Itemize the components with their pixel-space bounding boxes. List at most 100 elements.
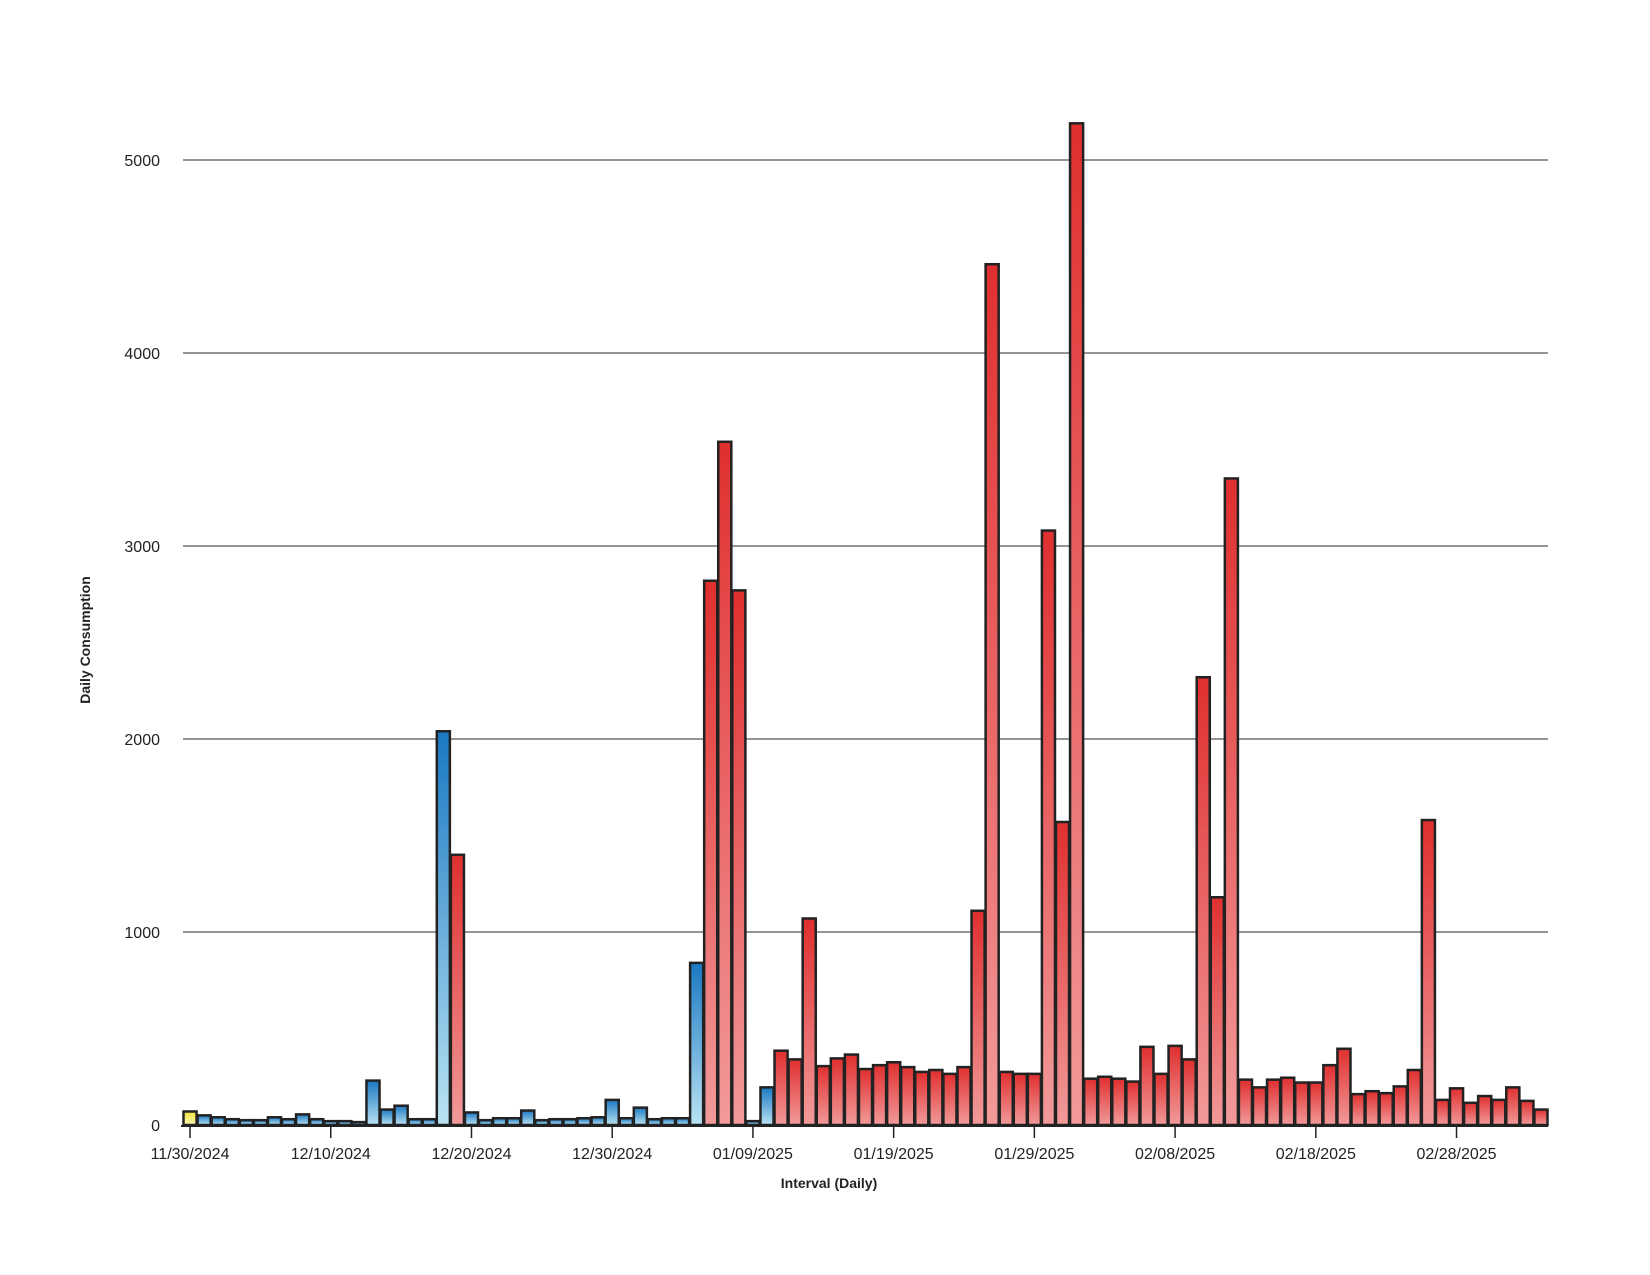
x-tick-label: 12/10/2024 [291,1146,371,1163]
bar-02-08-2025 [1167,1044,1183,1127]
y-tick-label: 4000 [124,346,160,363]
bar-01-27-2025 [998,1070,1015,1127]
x-tick-label: 01/19/2025 [854,1146,934,1163]
bar-03-04-2025 [1505,1086,1521,1127]
y-tick-label: 2000 [124,732,160,749]
y-tick-label: 0 [151,1118,160,1135]
bar-12-07-2024 [280,1117,297,1127]
bar-02-01-2025 [1068,122,1085,1127]
bar-12-04-2024 [238,1118,255,1127]
bar-02-12-2025 [1223,477,1240,1127]
x-tick-label: 02/08/2025 [1135,1146,1215,1163]
bar-01-10-2025 [759,1086,775,1127]
bar-01-03-2025 [660,1116,677,1127]
x-tick-label: 02/28/2025 [1416,1146,1496,1163]
bar-01-16-2025 [843,1053,860,1127]
bar-12-11-2024 [337,1119,353,1127]
bar-12-29-2024 [590,1116,606,1127]
bar-12-16-2024 [407,1117,423,1127]
bar-02-11-2025 [1209,896,1226,1127]
bar-03-02-2025 [1476,1094,1493,1127]
bar-01-17-2025 [857,1067,874,1127]
bar-12-21-2024 [477,1118,494,1127]
bar-12-24-2024 [519,1109,536,1127]
bar-12-03-2024 [224,1117,241,1127]
bar-02-24-2025 [1392,1085,1409,1127]
bar-01-13-2025 [801,917,817,1127]
y-tick-label: 1000 [124,925,160,942]
bar-12-23-2024 [505,1116,522,1127]
bar-01-30-2025 [1040,529,1057,1127]
bar-12-01-2024 [196,1114,212,1127]
bar-01-11-2025 [773,1049,789,1127]
bar-02-21-2025 [1350,1092,1366,1127]
bar-01-05-2025 [688,961,705,1127]
bar-12-31-2024 [618,1116,635,1127]
bar-02-26-2025 [1420,818,1437,1127]
bar-02-03-2025 [1096,1075,1113,1127]
bar-12-05-2024 [252,1118,269,1127]
bar-01-28-2025 [1012,1072,1029,1127]
bar-02-28-2025 [1448,1087,1465,1127]
bar-02-04-2025 [1111,1077,1127,1127]
bar-02-14-2025 [1251,1086,1268,1127]
bar-01-24-2025 [956,1065,972,1127]
x-tick-label: 12/30/2024 [572,1146,652,1163]
bar-12-25-2024 [534,1118,550,1127]
bar-11-30-2024 [182,1110,198,1127]
x-axis-label: Interval (Daily) [781,1175,877,1191]
bar-02-17-2025 [1293,1081,1310,1127]
bar-12-06-2024 [266,1116,283,1127]
bar-01-23-2025 [942,1072,958,1127]
bar-01-08-2025 [731,589,747,1127]
bar-12-09-2024 [308,1117,325,1127]
y-tick-label: 3000 [124,539,160,556]
bar-02-23-2025 [1378,1091,1394,1127]
bar-01-09-2025 [745,1119,761,1127]
bars [182,122,1549,1127]
bar-03-01-2025 [1462,1101,1479,1127]
x-tick-label: 11/30/2024 [151,1146,230,1163]
bar-01-25-2025 [970,909,986,1127]
bar-02-18-2025 [1308,1081,1324,1127]
bar-12-22-2024 [491,1116,508,1127]
bar-12-28-2024 [576,1116,592,1127]
bar-12-18-2024 [435,730,452,1127]
y-axis-label: Daily Consumption [77,576,93,704]
bar-02-16-2025 [1279,1076,1296,1127]
bar-03-05-2025 [1519,1099,1535,1127]
x-tick-label: 12/20/2024 [431,1146,511,1163]
bar-02-10-2025 [1195,675,1212,1127]
x-tick-label: 02/18/2025 [1276,1146,1356,1163]
bar-02-20-2025 [1336,1047,1352,1127]
bar-01-12-2025 [787,1058,803,1127]
bar-01-14-2025 [815,1064,832,1127]
bar-01-31-2025 [1054,820,1071,1127]
bar-12-27-2024 [562,1117,578,1127]
bar-01-19-2025 [885,1061,902,1127]
y-axis-ticks: 0 1000 2000 3000 4000 5000 [124,153,160,1135]
gridlines [183,159,1548,933]
bar-12-10-2024 [322,1119,339,1127]
bar-02-15-2025 [1265,1078,1282,1127]
bar-02-27-2025 [1434,1098,1451,1127]
bar-02-13-2025 [1237,1078,1254,1127]
y-tick-label: 5000 [124,153,160,170]
x-tick-label: 01/29/2025 [994,1146,1074,1163]
bar-12-19-2024 [449,853,466,1127]
bar-01-04-2025 [674,1116,691,1127]
bar-12-20-2024 [463,1111,480,1127]
bar-02-09-2025 [1181,1058,1197,1127]
bar-02-22-2025 [1364,1089,1380,1127]
x-tick-label: 01/09/2025 [713,1146,793,1163]
bar-12-08-2024 [294,1113,311,1127]
x-axis: 11/30/2024 12/10/2024 12/20/2024 12/30/2024… [151,1125,1548,1163]
bar-03-06-2025 [1533,1108,1549,1127]
bar-02-07-2025 [1153,1072,1169,1127]
bar-01-02-2025 [646,1117,663,1127]
bar-12-26-2024 [548,1117,564,1127]
bar-01-26-2025 [984,262,1000,1127]
bar-03-03-2025 [1490,1098,1507,1127]
